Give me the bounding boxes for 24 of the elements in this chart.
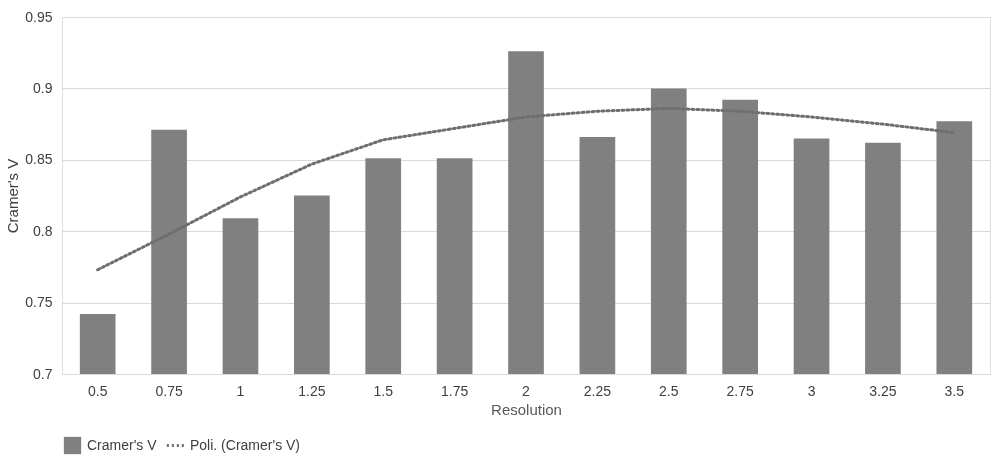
- x-tick-label: 0.5: [87, 382, 108, 399]
- x-tick-label: 3.25: [869, 382, 897, 399]
- x-tick-label: 1.25: [298, 382, 326, 399]
- x-tick-label: 2: [522, 382, 531, 399]
- y-tick-label: 0.95: [25, 8, 53, 25]
- x-tick-label: 2.5: [659, 382, 679, 399]
- x-tick-label: 0.75: [155, 382, 183, 399]
- x-tick-label: 1.75: [440, 382, 469, 399]
- y-tick-label: 0.9: [33, 79, 53, 96]
- legend-label: Cramer's V: [87, 436, 158, 453]
- x-tick-label: 2.25: [583, 382, 612, 399]
- x-tick-label: 2.75: [726, 382, 754, 399]
- x-tick-label: 1: [236, 382, 245, 399]
- legend-label: Poli. (Cramer's V): [190, 436, 301, 453]
- x-tick-label: 3.5: [944, 382, 965, 399]
- x-axis-title: Resolution: [491, 400, 562, 418]
- y-tick-label: 0.75: [25, 294, 53, 311]
- y-tick-label: 0.8: [33, 222, 53, 239]
- x-tick-label: 1.5: [373, 382, 394, 399]
- line-series: [96, 106, 956, 272]
- y-axis-title: Cramer's V: [4, 158, 22, 234]
- y-tick-label: 0.85: [25, 151, 53, 168]
- x-tick-label: 3: [807, 382, 816, 399]
- y-tick-label: 0.7: [33, 365, 53, 382]
